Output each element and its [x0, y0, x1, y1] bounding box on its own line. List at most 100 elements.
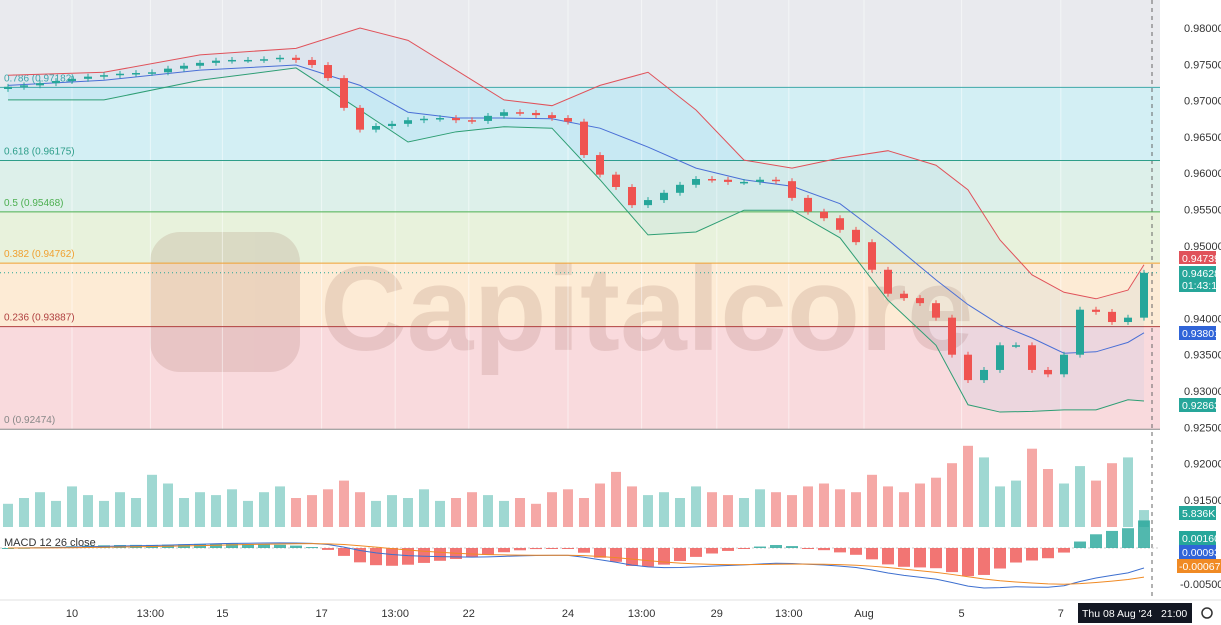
- volume-bar: [355, 492, 365, 527]
- macd-histogram-bar: [370, 548, 382, 566]
- macd-histogram-bar: [418, 548, 430, 563]
- candle-body: [820, 211, 828, 219]
- fib-zone: [0, 263, 1160, 327]
- macd-histogram-bar: [1090, 534, 1102, 548]
- candle-body: [740, 181, 748, 184]
- candle-body: [532, 112, 540, 116]
- volume-bar: [675, 498, 685, 527]
- volume-bar: [915, 483, 925, 527]
- volume-bar: [803, 486, 813, 527]
- candle-body: [452, 118, 460, 121]
- time-tick: 10: [66, 608, 78, 620]
- bollinger-basis-line: [7, 64, 1145, 354]
- macd-histogram-bar: [738, 548, 750, 549]
- price-tick: 0.93000: [1184, 386, 1221, 398]
- candle-body: [1092, 309, 1100, 312]
- volume-bar: [563, 489, 573, 527]
- candle-body: [964, 354, 972, 381]
- time-axis-bg: [0, 600, 1221, 625]
- candle-body: [580, 121, 588, 156]
- macd-histogram-bar: [754, 546, 766, 548]
- macd-histogram-bar: [818, 548, 830, 551]
- macd-histogram-bar: [594, 548, 606, 558]
- candle-body: [804, 197, 812, 212]
- bollinger-bands: [7, 27, 1145, 413]
- candle-body: [228, 59, 236, 62]
- macd-histogram-bar: [994, 548, 1006, 569]
- fib-zone: [0, 160, 1160, 212]
- macd-histogram-bar: [258, 544, 270, 548]
- bollinger-upper-line: [7, 27, 1145, 300]
- macd-histogram-bar: [562, 548, 574, 549]
- candle-body: [1044, 369, 1052, 375]
- candle-body: [20, 85, 28, 87]
- price-tick: 0.96500: [1184, 132, 1221, 144]
- macd-hist-tag: 0.00160: [1182, 533, 1220, 545]
- candle-body: [900, 293, 908, 299]
- fib-level-label: 0 (0.92474): [4, 415, 55, 426]
- macd-histogram-bar: [898, 548, 910, 567]
- price-tick: 0.96000: [1184, 168, 1221, 180]
- volume-bar: [307, 495, 317, 527]
- macd-line-tag: 0.00093: [1182, 547, 1220, 559]
- time-tick: 13:00: [381, 608, 409, 620]
- crosshair-time-bg: [1078, 603, 1192, 623]
- settings-gear-icon[interactable]: [1201, 607, 1213, 619]
- candle-body: [500, 112, 508, 116]
- volume-bar: [387, 495, 397, 527]
- candle-body: [388, 123, 396, 127]
- volume-bar: [1027, 448, 1037, 527]
- price-axis[interactable]: 0.98000 0.97500 0.97000 0.96500 0.96000 0.955…: [1160, 0, 1221, 600]
- price-tick: 0.97000: [1184, 96, 1221, 108]
- volume-bar: [147, 474, 157, 527]
- candle-body: [100, 75, 108, 77]
- macd-histogram-bar: [626, 548, 638, 566]
- volume-bar: [1011, 480, 1021, 527]
- time-tick: 13:00: [137, 608, 165, 620]
- macd-histogram-bar: [530, 548, 542, 550]
- candle-body: [836, 218, 844, 230]
- time-tick: 22: [463, 608, 475, 620]
- macd-signal-tag: -0.00067: [1179, 561, 1221, 573]
- macd-histogram-bar: [802, 548, 814, 549]
- candle-body: [596, 155, 604, 175]
- fib-level-label: 0.5 (0.95468): [4, 198, 64, 209]
- volume-bar: [179, 498, 189, 527]
- bb-basis-price-tag-bg: [1179, 326, 1216, 340]
- macd-signal-line: [7, 543, 1145, 585]
- bb-upper-price-tag-bg: [1179, 251, 1216, 264]
- candle-body: [212, 60, 220, 63]
- macd-histogram-bar: [642, 548, 654, 567]
- candle-body: [644, 200, 652, 206]
- volume-bar: [611, 471, 621, 527]
- volume-bar: [995, 486, 1005, 527]
- volume-bar: [243, 500, 253, 527]
- volume-bar: [931, 477, 941, 527]
- macd-histogram-bar: [658, 548, 670, 565]
- fib-level-label: 0.382 (0.94762): [4, 249, 75, 260]
- macd-line: [7, 542, 1145, 589]
- fib-levels: 0.786 (0.97182) 0.618 (0.96175) 0.5 (0.954…: [0, 73, 1160, 430]
- candle-body: [772, 179, 780, 182]
- candle-body: [260, 59, 268, 61]
- volume-bar: [851, 492, 861, 527]
- volume-bar: [259, 492, 269, 527]
- macd-histogram-bar: [866, 548, 878, 560]
- macd-histogram-bar: [386, 548, 398, 566]
- volume-bar: [835, 489, 845, 527]
- volume-bar: [1075, 466, 1085, 527]
- macd-histogram-bar: [402, 548, 414, 565]
- volume-bar: [627, 486, 637, 527]
- price-tick: 0.98000: [1184, 23, 1221, 35]
- macd-histogram-bar: [482, 548, 494, 555]
- volume-bar: [739, 498, 749, 527]
- macd-histogram-bar: [930, 548, 942, 569]
- volume-bar: [963, 445, 973, 527]
- volume-bar: [723, 495, 733, 527]
- macd-histogram-bar: [706, 548, 718, 554]
- macd-histogram-bar: [722, 548, 734, 551]
- time-tick: 13:00: [775, 608, 803, 620]
- volume-bar: [51, 500, 61, 527]
- time-axis[interactable]: 10 13:00 15 17 13:00 22 24 13:00 29 13:00 Aug 5 7 Thu…: [0, 599, 1221, 625]
